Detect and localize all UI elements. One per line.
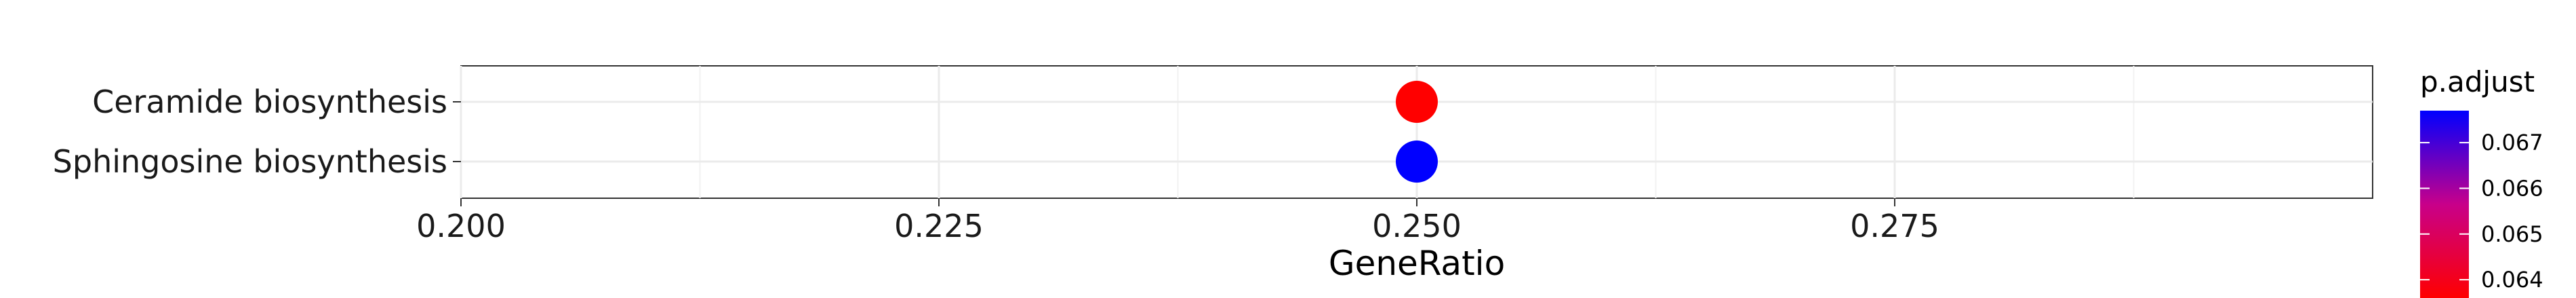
x-tick-label: 0.200 <box>416 208 506 244</box>
legend-ticks: 0.067 0.066 0.065 0.064 <box>2420 130 2543 293</box>
data-points <box>1396 81 1438 183</box>
legend-tick-label: 0.067 <box>2481 130 2543 155</box>
x-tick-label: 0.250 <box>1372 208 1462 244</box>
x-tick-label: 0.225 <box>894 208 984 244</box>
legend-tick-label: 0.066 <box>2481 175 2543 201</box>
y-axis: Ceramide biosynthesis Sphingosine biosynt… <box>53 83 461 180</box>
x-axis: 0.200 0.225 0.250 0.275 <box>416 198 1939 244</box>
legend: p.adjust 0.067 0.066 0.065 0.064 <box>2420 65 2543 298</box>
y-tick-label: Sphingosine biosynthesis <box>53 143 447 180</box>
legend-tick-label: 0.064 <box>2481 267 2543 293</box>
legend-colorbar <box>2420 111 2469 298</box>
y-tick-label: Ceramide biosynthesis <box>92 83 447 120</box>
data-point <box>1396 141 1438 183</box>
legend-title: p.adjust <box>2420 65 2535 98</box>
x-axis-title: GeneRatio <box>1329 244 1505 283</box>
data-point <box>1396 81 1438 123</box>
x-tick-label: 0.275 <box>1850 208 1939 244</box>
legend-tick-label: 0.065 <box>2481 221 2543 247</box>
